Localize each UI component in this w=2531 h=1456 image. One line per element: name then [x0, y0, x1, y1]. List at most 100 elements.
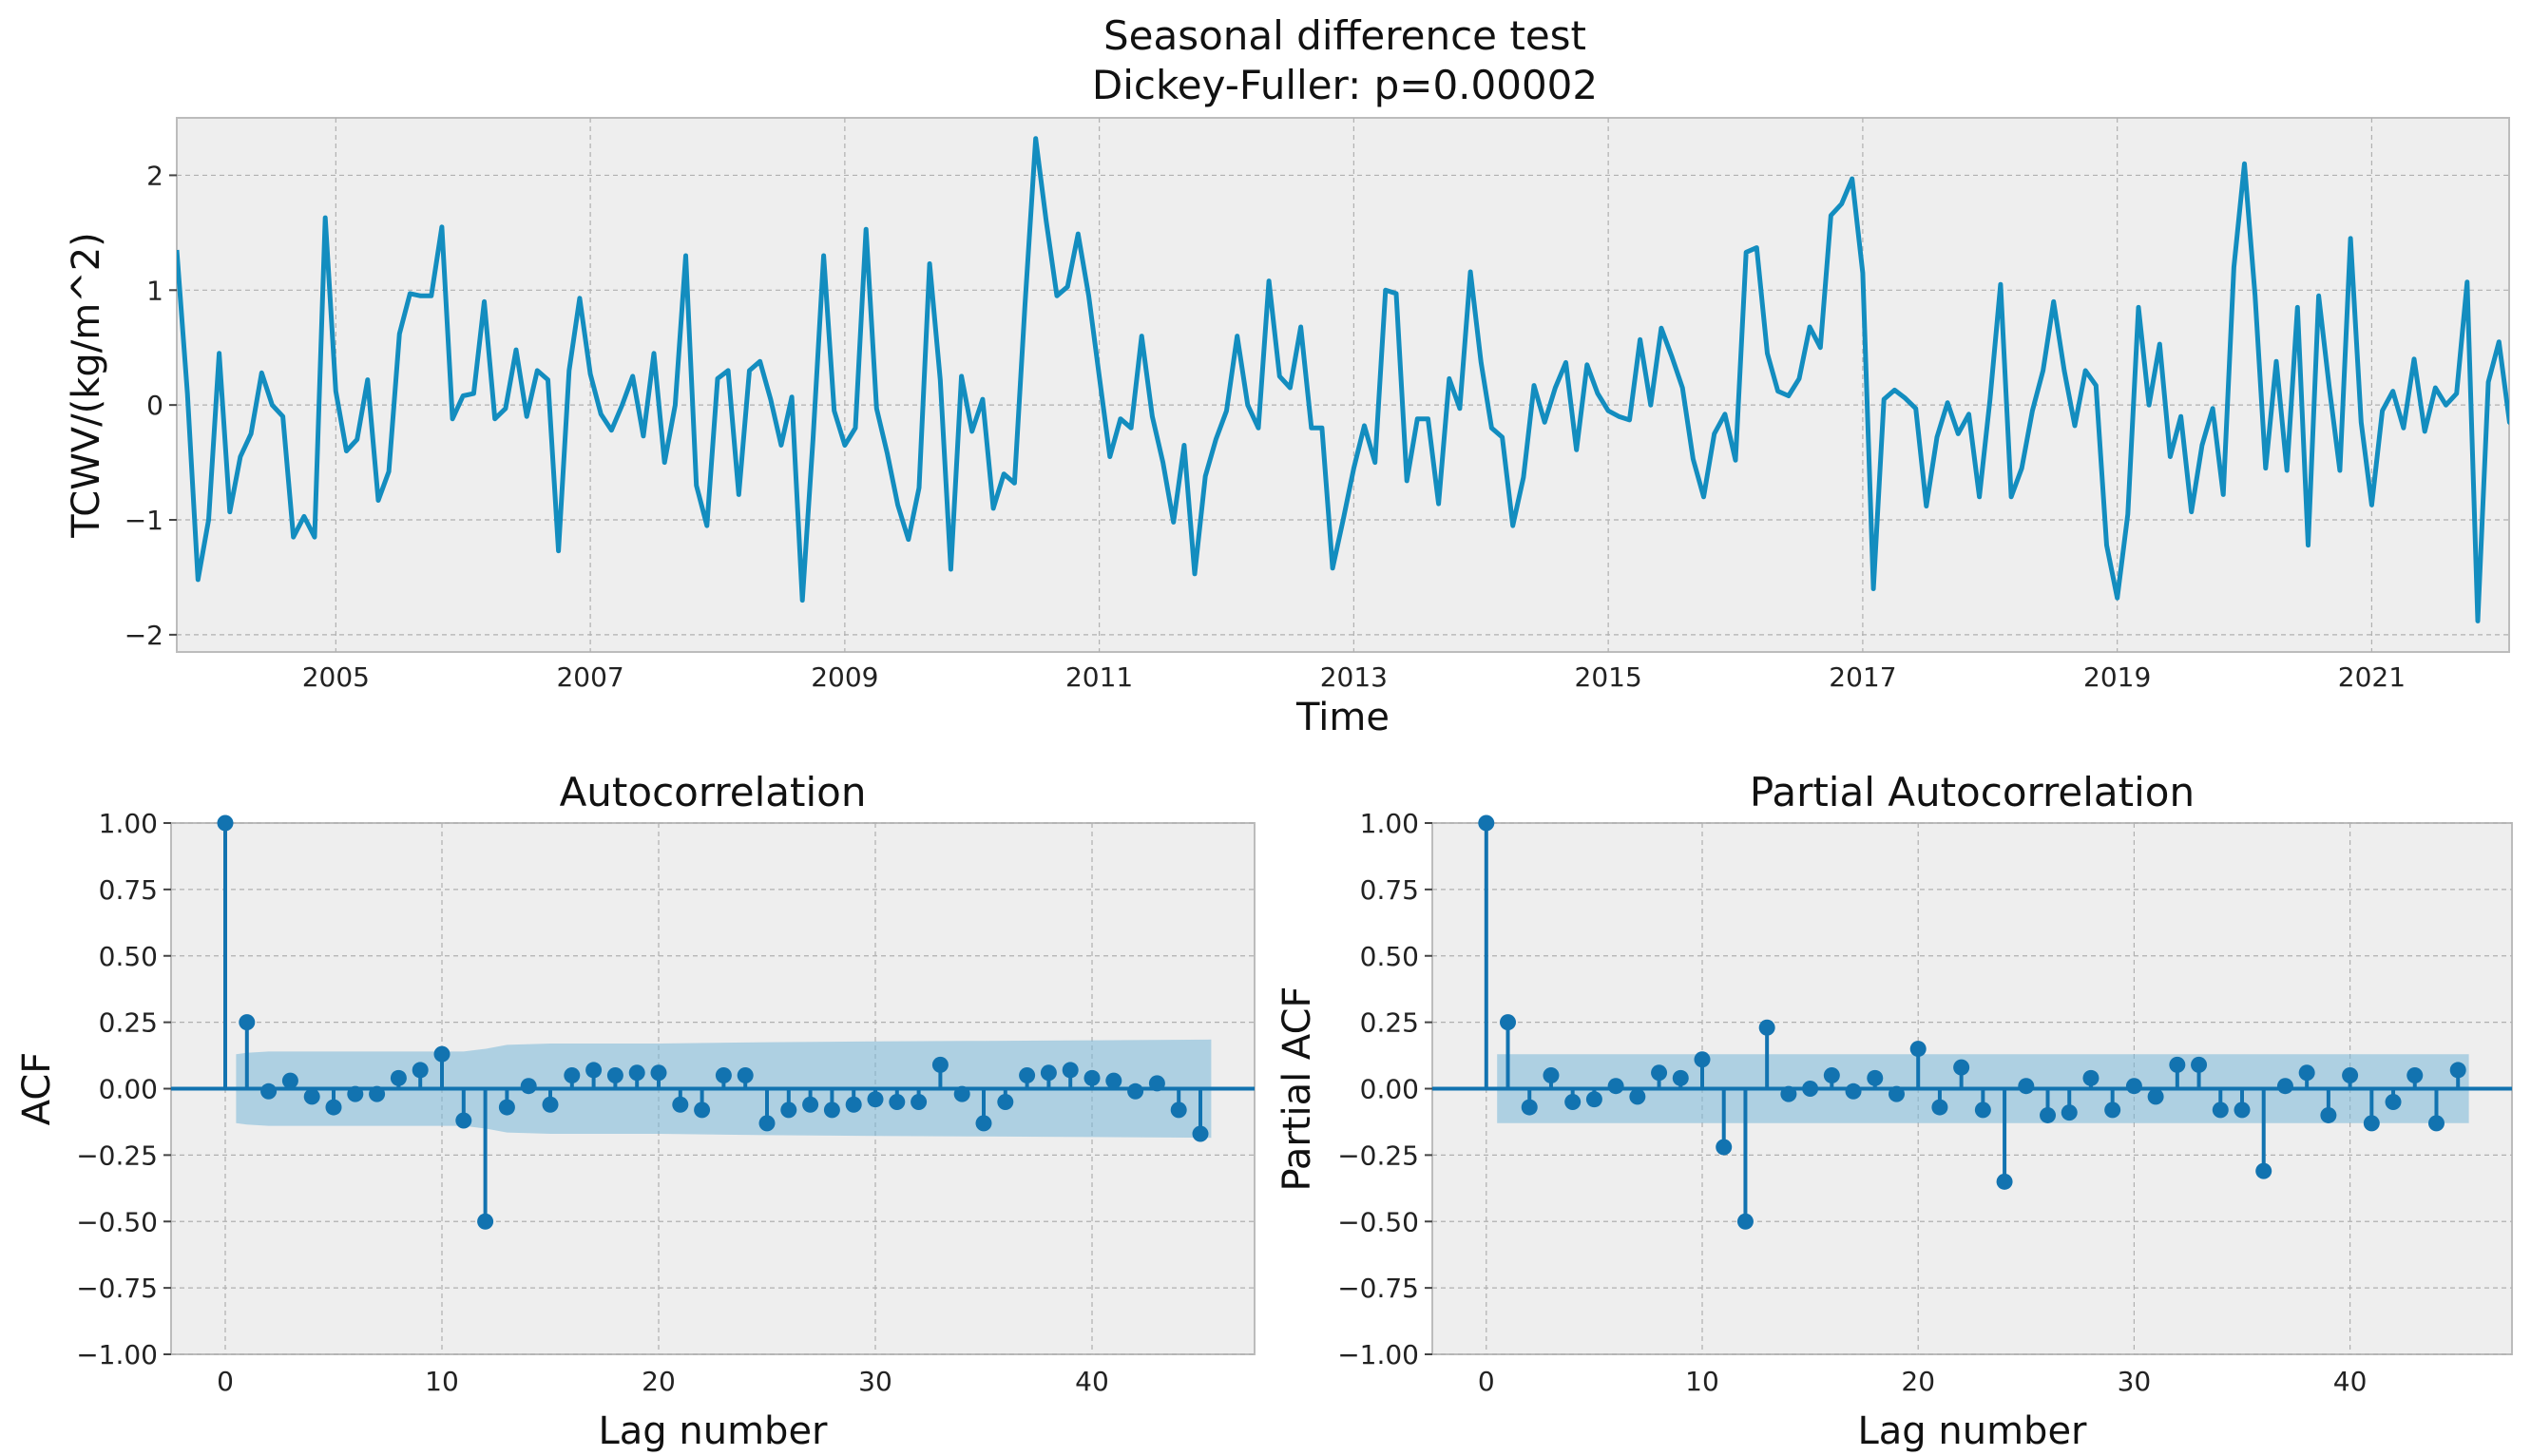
- acf-y-tick-label: 0.75: [99, 874, 158, 906]
- acf-marker: [281, 1072, 298, 1089]
- acf-marker: [1170, 1102, 1187, 1119]
- pacf-marker: [2125, 1078, 2142, 1095]
- acf-marker: [802, 1096, 819, 1113]
- pacf-marker: [1802, 1081, 1819, 1097]
- acf-marker: [867, 1091, 884, 1108]
- acf-marker: [911, 1093, 928, 1110]
- pacf-marker: [2234, 1102, 2251, 1119]
- acf-marker: [737, 1067, 754, 1084]
- ts-x-tick-label: 2021: [2338, 661, 2406, 693]
- acf-marker: [390, 1069, 407, 1086]
- acf-marker: [498, 1099, 515, 1116]
- pacf-y-tick-label: −0.25: [1337, 1140, 1419, 1171]
- acf-y-tick-label: −0.50: [76, 1206, 158, 1237]
- acf-marker: [217, 814, 234, 832]
- acf-marker: [889, 1093, 906, 1110]
- acf-marker: [694, 1102, 711, 1119]
- ts-x-tick-label: 2015: [1575, 661, 1642, 693]
- ts-series-line: [177, 136, 2509, 623]
- acf-marker: [325, 1099, 342, 1116]
- pacf-marker: [2406, 1067, 2424, 1084]
- time-series-panel: 2005 2007 2009 2011 2013 2015 2017 2019 2021 −2 −1…: [65, 117, 2510, 739]
- pacf-x-tick-label: 30: [2118, 1366, 2152, 1397]
- ts-x-tick-label: 2007: [556, 661, 623, 693]
- ts-y-tick-label: −1: [125, 505, 163, 536]
- acf-marker: [585, 1062, 603, 1079]
- pacf-marker: [1651, 1064, 1668, 1082]
- acf-x-tick-label: 30: [858, 1366, 892, 1397]
- acf-y-tick-label: 1.00: [99, 808, 158, 839]
- pacf-marker: [2061, 1104, 2078, 1121]
- pacf-marker: [2018, 1078, 2035, 1095]
- pacf-marker: [1823, 1067, 1840, 1084]
- pacf-marker: [2082, 1069, 2100, 1086]
- pacf-marker: [2298, 1064, 2315, 1082]
- pacf-marker: [1996, 1173, 2013, 1190]
- acf-marker: [628, 1064, 645, 1082]
- acf-marker: [1127, 1082, 1144, 1100]
- acf-marker: [780, 1102, 797, 1119]
- acf-x-tick-label: 20: [642, 1366, 676, 1397]
- acf-x-tick-label: 10: [425, 1366, 459, 1397]
- acf-marker: [412, 1062, 429, 1079]
- pacf-marker: [2147, 1088, 2164, 1105]
- pacf-marker: [1974, 1102, 1991, 1119]
- pacf-y-tick-label: −0.75: [1337, 1273, 1419, 1304]
- pacf-marker: [2169, 1056, 2186, 1073]
- pacf-x-tick-label: 0: [1478, 1366, 1495, 1397]
- pacf-marker: [1543, 1067, 1560, 1084]
- pacf-marker: [1780, 1085, 1797, 1102]
- pacf-marker: [1585, 1091, 1602, 1108]
- ts-y-tick-label: −2: [125, 620, 163, 651]
- acf-title: Autocorrelation: [560, 769, 867, 815]
- acf-marker: [1040, 1064, 1057, 1082]
- pacf-marker: [2040, 1106, 2057, 1123]
- pacf-marker: [2255, 1162, 2272, 1179]
- pacf-marker: [1694, 1051, 1711, 1068]
- acf-marker: [369, 1085, 386, 1102]
- acf-marker: [953, 1085, 970, 1102]
- acf-marker: [606, 1067, 623, 1084]
- pacf-y-tick-label: 0.25: [1360, 1007, 1419, 1039]
- pacf-x-tick-label: 20: [1901, 1366, 1935, 1397]
- pacf-marker: [1629, 1088, 1646, 1105]
- pacf-marker: [1716, 1139, 1733, 1156]
- acf-x-tick-label: 40: [1075, 1366, 1109, 1397]
- acf-marker: [672, 1096, 689, 1113]
- figure-title-line-2: Dickey-Fuller: p=0.00002: [1092, 62, 1598, 108]
- ts-y-tick-label: 1: [146, 275, 163, 306]
- pacf-marker: [2427, 1115, 2445, 1132]
- acf-marker: [239, 1014, 256, 1031]
- acf-y-tick-label: 0.00: [99, 1074, 158, 1105]
- ts-x-tick-label: 2005: [302, 661, 370, 693]
- acf-y-tick-label: 0.25: [99, 1007, 158, 1039]
- pacf-marker: [2104, 1102, 2121, 1119]
- acf-marker: [823, 1102, 840, 1119]
- acf-marker: [758, 1115, 776, 1132]
- pacf-marker: [2385, 1093, 2402, 1110]
- pacf-marker: [1500, 1014, 1517, 1031]
- ts-y-axis-label: TCWV/(kg/m^2): [65, 232, 108, 539]
- pacf-x-tick-label: 10: [1685, 1366, 1719, 1397]
- pacf-marker: [1736, 1213, 1754, 1230]
- pacf-y-tick-label: 0.75: [1360, 874, 1419, 906]
- acf-panel: 0 10 20 30 40 1.00 0.75 0.50 0.25 0.00 −0.25 −0.50 −…: [15, 769, 1256, 1453]
- ts-plot-area: [176, 117, 2510, 653]
- acf-marker: [1019, 1067, 1036, 1084]
- acf-marker: [542, 1096, 559, 1113]
- acf-marker: [975, 1115, 992, 1132]
- acf-x-tick-label: 0: [217, 1366, 234, 1397]
- acf-y-tick-label: −1.00: [76, 1339, 158, 1370]
- acf-marker: [650, 1064, 667, 1082]
- pacf-x-axis-label: Lag number: [1857, 1409, 2087, 1453]
- acf-marker: [564, 1067, 581, 1084]
- pacf-y-tick-label: 1.00: [1360, 808, 1419, 839]
- pacf-marker: [2363, 1115, 2380, 1132]
- acf-marker: [931, 1056, 949, 1073]
- acf-y-tick-label: −0.25: [76, 1140, 158, 1171]
- ts-x-tick-label: 2013: [1320, 661, 1388, 693]
- acf-y-tick-label: 0.50: [99, 941, 158, 972]
- pacf-title: Partial Autocorrelation: [1750, 769, 2195, 815]
- ts-y-tick-label: 0: [146, 390, 163, 421]
- pacf-marker: [1931, 1099, 1948, 1116]
